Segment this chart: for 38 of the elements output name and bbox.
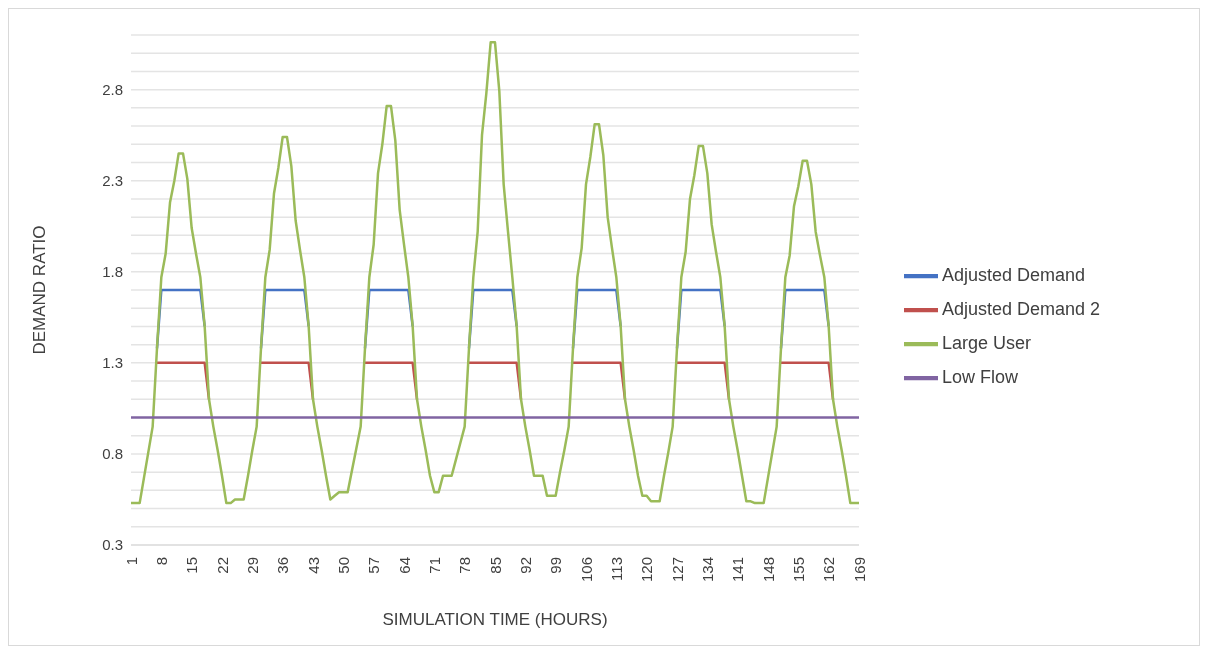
- x-tick-label: 162: [820, 557, 838, 583]
- legend-label: Large User: [942, 332, 1032, 353]
- y-tick-label: 2.8: [102, 80, 123, 98]
- x-tick-label: 169: [850, 557, 868, 583]
- y-axis-title: DEMAND RATIO: [30, 225, 50, 355]
- x-tick-label: 50: [334, 557, 352, 574]
- x-tick-label: 127: [668, 557, 686, 583]
- x-tick-label: 141: [729, 557, 747, 583]
- x-tick-label: 120: [638, 557, 656, 583]
- x-tick-label: 113: [607, 557, 625, 581]
- legend-label: Adjusted Demand: [942, 264, 1086, 285]
- x-tick-label: 155: [789, 557, 807, 583]
- x-tick-label: 22: [213, 557, 231, 574]
- x-axis-title: SIMULATION TIME (HOURS): [382, 610, 608, 629]
- x-tick-label: 85: [486, 557, 504, 574]
- x-tick-label: 99: [547, 557, 565, 574]
- x-tick-label: 71: [425, 557, 443, 574]
- x-tick-label: 43: [304, 557, 322, 574]
- x-tick-label: 15: [183, 557, 201, 574]
- x-tick-label: 8: [152, 557, 170, 566]
- x-tick-label: 29: [243, 557, 261, 574]
- x-tick-label: 78: [456, 557, 474, 574]
- legend-label: Adjusted Demand 2: [942, 298, 1101, 319]
- x-tick-label: 134: [698, 557, 716, 583]
- x-tick-label: 57: [365, 557, 383, 574]
- x-tick-label: 92: [516, 557, 534, 574]
- y-tick-label: 0.8: [102, 445, 123, 463]
- x-tick-label: 1: [122, 557, 140, 566]
- x-tick-label: 64: [395, 557, 413, 574]
- legend-label: Low Flow: [942, 366, 1019, 387]
- y-tick-label: 0.3: [102, 536, 123, 554]
- line-series: [131, 41, 859, 505]
- y-tick-label: 1.8: [102, 263, 123, 281]
- y-tick-label: 2.3: [102, 172, 123, 190]
- x-tick-label: 148: [759, 557, 777, 583]
- x-tick-label: 106: [577, 557, 595, 583]
- x-tick-label: 36: [274, 557, 292, 574]
- y-tick-label: 1.3: [102, 354, 123, 372]
